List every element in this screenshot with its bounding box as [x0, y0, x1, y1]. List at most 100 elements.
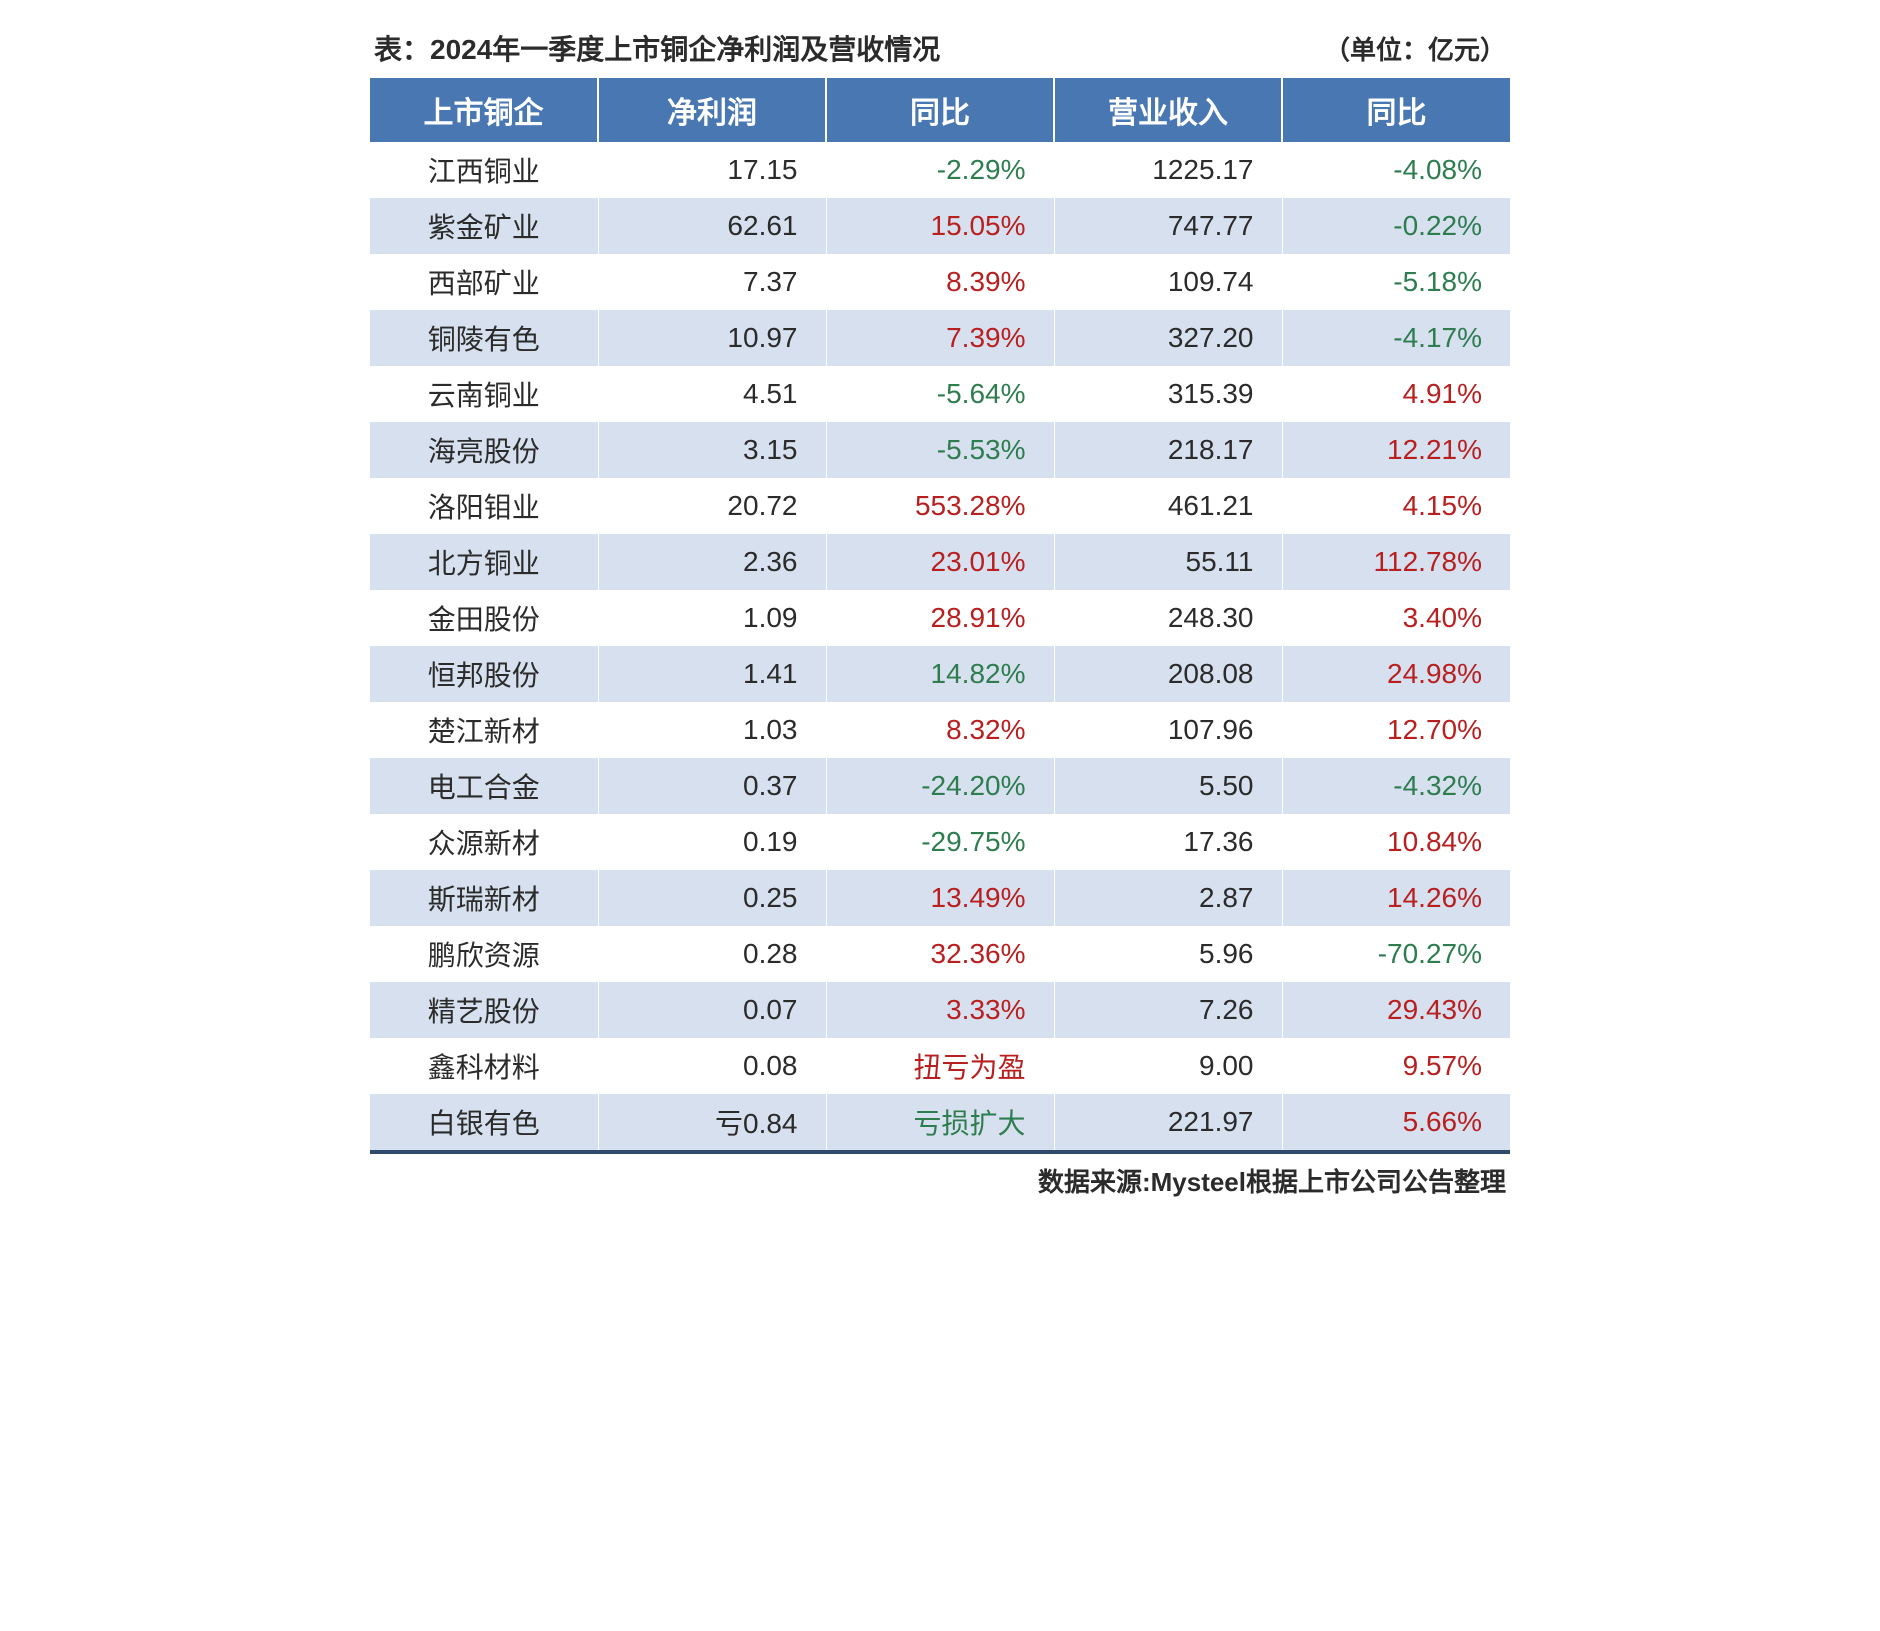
cell-profit: 0.19 — [598, 814, 826, 870]
table-row: 恒邦股份1.4114.82%208.0824.98% — [370, 646, 1510, 702]
data-source: 数据来源:Mysteel根据上市公司公告整理 — [370, 1154, 1510, 1199]
cell-revenue-yoy: 112.78% — [1282, 534, 1510, 590]
cell-company: 恒邦股份 — [370, 646, 598, 702]
table-container: 表：2024年一季度上市铜企净利润及营收情况 （单位：亿元） 上市铜企 净利润 … — [370, 20, 1510, 1199]
cell-company: 江西铜业 — [370, 142, 598, 198]
cell-profit: 4.51 — [598, 366, 826, 422]
cell-company: 楚江新材 — [370, 702, 598, 758]
cell-company: 鹏欣资源 — [370, 926, 598, 982]
table-row: 洛阳钼业20.72553.28%461.214.15% — [370, 478, 1510, 534]
cell-profit-yoy: 7.39% — [826, 310, 1054, 366]
table-row: 斯瑞新材0.2513.49%2.8714.26% — [370, 870, 1510, 926]
table-row: 白银有色亏0.84亏损扩大221.975.66% — [370, 1094, 1510, 1152]
cell-profit-yoy: -5.64% — [826, 366, 1054, 422]
cell-company: 北方铜业 — [370, 534, 598, 590]
table-row: 铜陵有色10.977.39%327.20-4.17% — [370, 310, 1510, 366]
col-profit-yoy: 同比 — [826, 78, 1054, 142]
cell-revenue-yoy: 29.43% — [1282, 982, 1510, 1038]
table-row: 鑫科材料0.08扭亏为盈9.009.57% — [370, 1038, 1510, 1094]
cell-revenue: 218.17 — [1054, 422, 1282, 478]
cell-profit: 10.97 — [598, 310, 826, 366]
cell-company: 金田股份 — [370, 590, 598, 646]
table-row: 江西铜业17.15-2.29%1225.17-4.08% — [370, 142, 1510, 198]
cell-profit-yoy: -5.53% — [826, 422, 1054, 478]
cell-company: 斯瑞新材 — [370, 870, 598, 926]
cell-revenue-yoy: -4.32% — [1282, 758, 1510, 814]
cell-revenue: 55.11 — [1054, 534, 1282, 590]
cell-profit: 亏0.84 — [598, 1094, 826, 1152]
cell-profit-yoy: -24.20% — [826, 758, 1054, 814]
table-title: 表：2024年一季度上市铜企净利润及营收情况 — [374, 28, 940, 68]
cell-revenue-yoy: -4.08% — [1282, 142, 1510, 198]
table-row: 海亮股份3.15-5.53%218.1712.21% — [370, 422, 1510, 478]
cell-profit-yoy: -2.29% — [826, 142, 1054, 198]
cell-revenue: 107.96 — [1054, 702, 1282, 758]
cell-revenue: 327.20 — [1054, 310, 1282, 366]
cell-revenue: 2.87 — [1054, 870, 1282, 926]
cell-revenue-yoy: 4.91% — [1282, 366, 1510, 422]
cell-profit-yoy: 23.01% — [826, 534, 1054, 590]
header-row: 上市铜企 净利润 同比 营业收入 同比 — [370, 78, 1510, 142]
cell-profit-yoy: 28.91% — [826, 590, 1054, 646]
col-revenue: 营业收入 — [1054, 78, 1282, 142]
table-unit: （单位：亿元） — [1324, 30, 1506, 67]
data-table: 上市铜企 净利润 同比 营业收入 同比 江西铜业17.15-2.29%1225.… — [370, 78, 1510, 1154]
cell-profit-yoy: 扭亏为盈 — [826, 1038, 1054, 1094]
cell-revenue-yoy: -70.27% — [1282, 926, 1510, 982]
cell-revenue: 208.08 — [1054, 646, 1282, 702]
col-profit: 净利润 — [598, 78, 826, 142]
cell-profit-yoy: 14.82% — [826, 646, 1054, 702]
cell-revenue: 221.97 — [1054, 1094, 1282, 1152]
cell-profit: 62.61 — [598, 198, 826, 254]
cell-company: 白银有色 — [370, 1094, 598, 1152]
title-row: 表：2024年一季度上市铜企净利润及营收情况 （单位：亿元） — [370, 20, 1510, 78]
cell-profit-yoy: -29.75% — [826, 814, 1054, 870]
cell-revenue-yoy: 14.26% — [1282, 870, 1510, 926]
cell-revenue: 315.39 — [1054, 366, 1282, 422]
cell-company: 精艺股份 — [370, 982, 598, 1038]
cell-profit: 0.07 — [598, 982, 826, 1038]
cell-profit: 1.03 — [598, 702, 826, 758]
table-row: 北方铜业2.3623.01%55.11112.78% — [370, 534, 1510, 590]
cell-company: 海亮股份 — [370, 422, 598, 478]
cell-company: 铜陵有色 — [370, 310, 598, 366]
cell-revenue: 461.21 — [1054, 478, 1282, 534]
table-row: 鹏欣资源0.2832.36%5.96-70.27% — [370, 926, 1510, 982]
cell-company: 众源新材 — [370, 814, 598, 870]
cell-revenue: 109.74 — [1054, 254, 1282, 310]
cell-company: 云南铜业 — [370, 366, 598, 422]
table-row: 云南铜业4.51-5.64%315.394.91% — [370, 366, 1510, 422]
cell-profit-yoy: 亏损扩大 — [826, 1094, 1054, 1152]
table-row: 金田股份1.0928.91%248.303.40% — [370, 590, 1510, 646]
cell-revenue-yoy: 5.66% — [1282, 1094, 1510, 1152]
cell-revenue-yoy: -5.18% — [1282, 254, 1510, 310]
cell-profit: 0.37 — [598, 758, 826, 814]
cell-revenue-yoy: 3.40% — [1282, 590, 1510, 646]
cell-profit-yoy: 15.05% — [826, 198, 1054, 254]
cell-revenue-yoy: 4.15% — [1282, 478, 1510, 534]
cell-company: 洛阳钼业 — [370, 478, 598, 534]
cell-revenue: 747.77 — [1054, 198, 1282, 254]
col-revenue-yoy: 同比 — [1282, 78, 1510, 142]
cell-company: 紫金矿业 — [370, 198, 598, 254]
cell-revenue: 9.00 — [1054, 1038, 1282, 1094]
table-row: 西部矿业7.378.39%109.74-5.18% — [370, 254, 1510, 310]
cell-revenue: 5.96 — [1054, 926, 1282, 982]
cell-profit-yoy: 8.39% — [826, 254, 1054, 310]
cell-profit-yoy: 32.36% — [826, 926, 1054, 982]
cell-profit: 7.37 — [598, 254, 826, 310]
cell-company: 西部矿业 — [370, 254, 598, 310]
cell-revenue: 248.30 — [1054, 590, 1282, 646]
table-body: 江西铜业17.15-2.29%1225.17-4.08%紫金矿业62.6115.… — [370, 142, 1510, 1152]
cell-revenue-yoy: 10.84% — [1282, 814, 1510, 870]
cell-profit-yoy: 553.28% — [826, 478, 1054, 534]
cell-revenue: 17.36 — [1054, 814, 1282, 870]
cell-profit-yoy: 3.33% — [826, 982, 1054, 1038]
cell-profit: 0.08 — [598, 1038, 826, 1094]
cell-profit: 17.15 — [598, 142, 826, 198]
cell-profit: 0.28 — [598, 926, 826, 982]
cell-revenue-yoy: -4.17% — [1282, 310, 1510, 366]
table-row: 楚江新材1.038.32%107.9612.70% — [370, 702, 1510, 758]
cell-profit: 3.15 — [598, 422, 826, 478]
cell-profit: 1.41 — [598, 646, 826, 702]
